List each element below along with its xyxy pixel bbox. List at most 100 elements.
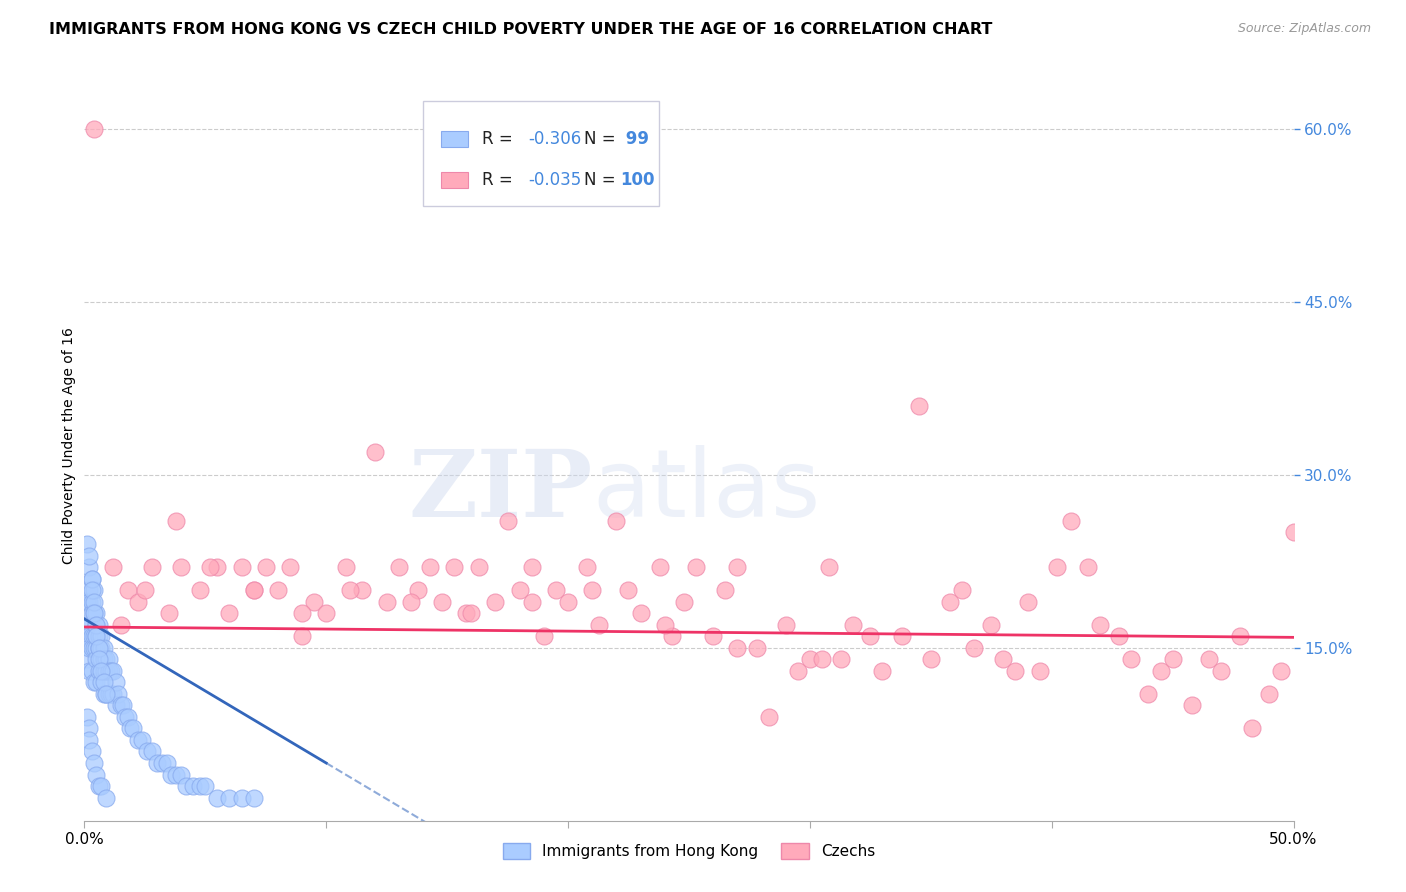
Point [460, 606, 482, 620]
Point [103, 687, 125, 701]
Point [76, 629, 98, 643]
Point [90, 779, 112, 793]
Point [339, 583, 361, 598]
Point [94, 687, 117, 701]
Point [745, 640, 768, 655]
Point [87, 640, 110, 655]
Point [165, 514, 187, 528]
Point [165, 767, 187, 781]
Point [242, 583, 264, 598]
Point [83, 606, 105, 620]
Point [231, 560, 253, 574]
Point [443, 560, 465, 574]
Point [77, 733, 100, 747]
Point [588, 617, 610, 632]
Point [157, 606, 180, 620]
Point [80, 744, 103, 758]
Point [194, 779, 217, 793]
Point [1017, 594, 1039, 608]
Point [352, 583, 374, 598]
Point [80, 583, 103, 598]
Point [648, 560, 671, 574]
Point [90, 629, 112, 643]
Point [94, 664, 117, 678]
Point [86, 652, 108, 666]
Point [1258, 687, 1281, 701]
Text: Source: ZipAtlas.com: Source: ZipAtlas.com [1237, 22, 1371, 36]
Point [121, 722, 143, 736]
Point [90, 652, 112, 666]
Point [86, 640, 108, 655]
Point [93, 640, 115, 655]
Point [630, 606, 652, 620]
Point [375, 594, 398, 608]
Point [174, 779, 197, 793]
Text: 99: 99 [620, 130, 650, 148]
Text: N =: N = [583, 171, 620, 189]
Point [1088, 617, 1111, 632]
Point [190, 779, 212, 793]
Point [218, 790, 240, 805]
Point [581, 583, 603, 598]
Point [87, 652, 110, 666]
Point [86, 617, 108, 632]
Point [103, 560, 125, 574]
Point [83, 675, 105, 690]
Point [76, 652, 98, 666]
Point [107, 687, 129, 701]
Point [993, 652, 1015, 666]
Point [775, 617, 797, 632]
Point [77, 560, 100, 574]
Point [198, 560, 221, 574]
Point [242, 790, 264, 805]
Point [484, 594, 506, 608]
Point [890, 629, 912, 643]
Y-axis label: Child Poverty Under the Age of 16: Child Poverty Under the Age of 16 [62, 327, 76, 565]
Point [170, 767, 193, 781]
Point [242, 583, 264, 598]
Point [77, 722, 100, 736]
Point [302, 594, 325, 608]
Point [315, 606, 337, 620]
Point [725, 640, 748, 655]
Point [146, 756, 169, 770]
Point [980, 617, 1002, 632]
Point [77, 594, 100, 608]
FancyBboxPatch shape [441, 172, 468, 188]
Point [83, 606, 105, 620]
Point [90, 664, 112, 678]
Point [714, 583, 737, 598]
Point [160, 767, 183, 781]
Point [872, 664, 894, 678]
Point [80, 640, 103, 655]
Point [120, 722, 142, 736]
Legend: Immigrants from Hong Kong, Czechs: Immigrants from Hong Kong, Czechs [496, 838, 882, 865]
Point [496, 514, 519, 528]
FancyBboxPatch shape [423, 102, 659, 206]
Text: -0.035: -0.035 [529, 171, 581, 189]
Point [117, 710, 139, 724]
Point [86, 606, 108, 620]
Text: IMMIGRANTS FROM HONG KONG VS CZECH CHILD POVERTY UNDER THE AGE OF 16 CORRELATION: IMMIGRANTS FROM HONG KONG VS CZECH CHILD… [49, 22, 993, 37]
Point [1060, 514, 1083, 528]
Point [291, 606, 314, 620]
Point [86, 629, 108, 643]
Point [267, 583, 290, 598]
Point [291, 629, 314, 643]
Point [150, 756, 173, 770]
Point [654, 617, 676, 632]
Point [685, 560, 707, 574]
Point [86, 617, 108, 632]
Point [1137, 687, 1160, 701]
Point [467, 560, 489, 574]
Point [110, 698, 132, 713]
Point [1198, 652, 1220, 666]
Point [112, 698, 135, 713]
Point [77, 617, 100, 632]
Point [87, 629, 110, 643]
Point [702, 629, 724, 643]
Point [87, 617, 110, 632]
Point [1149, 664, 1171, 678]
Point [76, 594, 98, 608]
Point [1209, 664, 1232, 678]
